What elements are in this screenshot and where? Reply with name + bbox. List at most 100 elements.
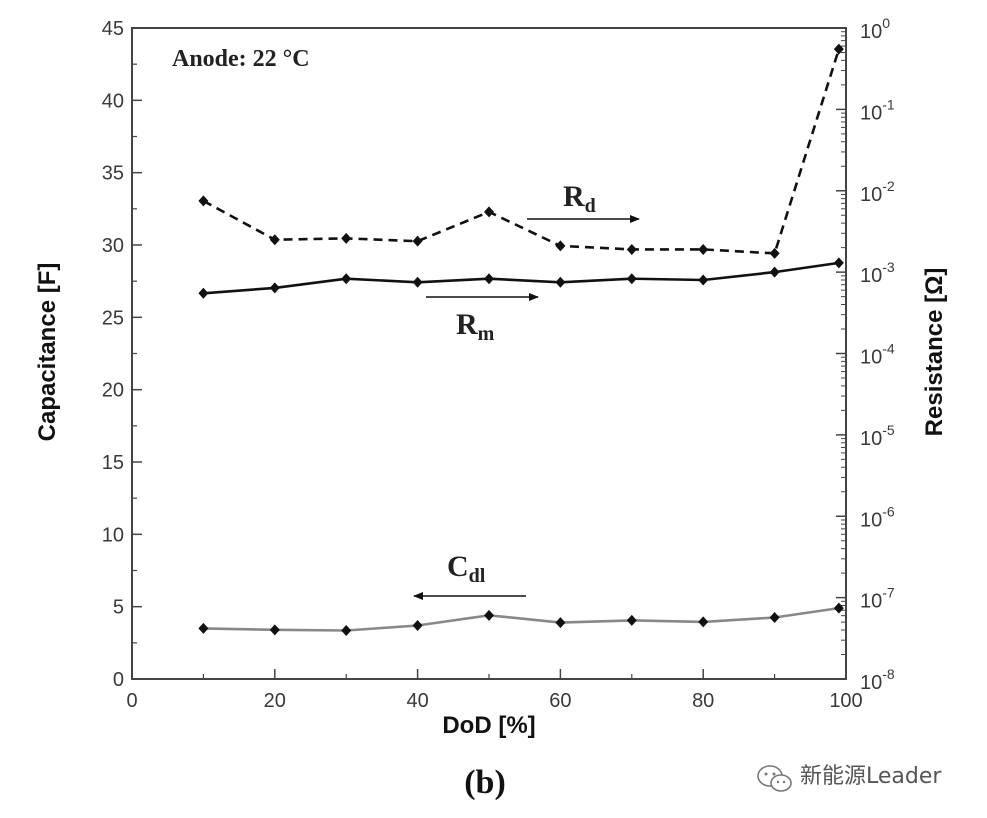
data-point	[341, 625, 352, 637]
tick-base: 10	[860, 102, 882, 124]
svg-text:Rd: Rd	[563, 180, 596, 217]
data-point	[626, 243, 637, 255]
y-right-tick-label: 10-2	[860, 178, 895, 206]
svg-text:Rm: Rm	[456, 308, 495, 345]
panel-label: (b)	[464, 764, 506, 801]
data-point	[198, 622, 209, 634]
y-right-tick-label: 10-5	[860, 422, 895, 450]
data-point	[555, 240, 566, 252]
tick-base: 10	[860, 672, 882, 694]
y-axis-left-title: Capacitance [F]	[34, 263, 61, 442]
data-point	[833, 257, 844, 269]
series-label-sub: dl	[469, 565, 486, 587]
series-line	[203, 606, 840, 632]
data-point	[198, 287, 209, 299]
tick-base: 10	[860, 184, 882, 206]
series-label-main: R	[563, 180, 585, 213]
tick-base: 10	[860, 21, 882, 43]
data-point	[769, 612, 780, 624]
watermark: 新能源Leader	[757, 764, 942, 792]
tick-base: 10	[860, 591, 882, 613]
y-right-tick-label: 10-8	[860, 666, 895, 694]
series-label-sub: d	[585, 195, 596, 217]
y-left-tick-label: 5	[113, 597, 124, 619]
x-tick-label: 20	[264, 690, 286, 712]
series-rm	[198, 257, 844, 299]
series-line	[203, 261, 840, 295]
data-point	[833, 43, 844, 55]
data-point	[341, 232, 352, 244]
y-left-tick-label: 30	[102, 235, 124, 257]
data-point	[484, 273, 494, 285]
data-point	[412, 235, 423, 247]
data-point	[769, 247, 780, 259]
x-tick-label: 60	[549, 690, 571, 712]
series-label-cdl: Cdl	[447, 550, 486, 587]
tick-exponent: 0	[882, 15, 890, 31]
svg-text:Cdl: Cdl	[447, 550, 486, 587]
y-left-tick-label: 15	[102, 452, 124, 474]
data-point	[626, 614, 637, 626]
y-right-tick-label: 10-7	[860, 585, 895, 613]
data-point	[769, 266, 780, 278]
x-tick-label: 80	[692, 690, 714, 712]
data-point	[269, 234, 280, 246]
data-point	[698, 243, 709, 255]
tick-exponent: -3	[882, 259, 895, 275]
x-axis-title: DoD [%]	[442, 712, 535, 739]
y-left-tick-label: 45	[102, 18, 124, 40]
tick-base: 10	[860, 509, 882, 531]
tick-base: 10	[860, 265, 882, 287]
series-label-main: R	[456, 308, 478, 341]
plot-frame	[131, 27, 847, 680]
tick-exponent: -6	[882, 503, 895, 519]
series-rd	[198, 43, 844, 259]
y-axis-right-title: Resistance [Ω]	[921, 268, 948, 437]
y-right-tick-label: 10-6	[860, 503, 895, 531]
y-left-tick-label: 35	[102, 163, 124, 185]
series-line	[202, 48, 841, 255]
y-left-tick-label: 40	[102, 90, 124, 112]
x-tick-label: 100	[829, 690, 862, 712]
annotation-text: Anode: 22 °C	[172, 46, 310, 72]
data-point	[341, 273, 352, 285]
y-left-tick-label: 25	[102, 307, 124, 329]
tick-exponent: -2	[882, 178, 895, 194]
x-tick-label: 40	[406, 690, 428, 712]
y-right-tick-label: 10-4	[860, 341, 895, 369]
data-point	[269, 624, 280, 636]
wechat-icon	[757, 765, 792, 792]
series-label-main: C	[447, 550, 469, 583]
tick-base: 10	[860, 428, 882, 450]
tick-exponent: -1	[882, 96, 895, 112]
y-right-tick-label: 10-3	[860, 259, 895, 287]
data-point	[626, 273, 637, 285]
tick-base: 10	[860, 347, 882, 369]
data-point	[412, 619, 423, 631]
data-point	[412, 276, 423, 288]
y-left-tick-label: 20	[102, 380, 124, 402]
tick-exponent: -8	[882, 666, 895, 682]
x-tick-label: 0	[126, 690, 137, 712]
tick-exponent: -4	[882, 341, 895, 357]
tick-exponent: -7	[882, 585, 895, 601]
data-point	[833, 602, 844, 614]
series-label-rm: Rm	[456, 308, 495, 345]
data-point	[484, 206, 494, 218]
y-left-tick-label: 0	[113, 669, 124, 691]
y-right-tick-label: 10-1	[860, 96, 895, 124]
data-point	[484, 609, 494, 621]
data-point	[698, 616, 709, 628]
y-left-tick-label: 10	[102, 524, 124, 546]
watermark-text: 新能源Leader	[800, 764, 942, 789]
data-point	[698, 274, 709, 286]
data-point	[198, 195, 209, 207]
data-point	[555, 617, 566, 629]
series-label-sub: m	[478, 323, 495, 345]
data-point	[269, 282, 280, 294]
series-label-rd: Rd	[563, 180, 596, 217]
y-right-tick-label: 100	[860, 15, 890, 43]
data-point	[555, 276, 566, 288]
series-cdl	[198, 602, 844, 637]
